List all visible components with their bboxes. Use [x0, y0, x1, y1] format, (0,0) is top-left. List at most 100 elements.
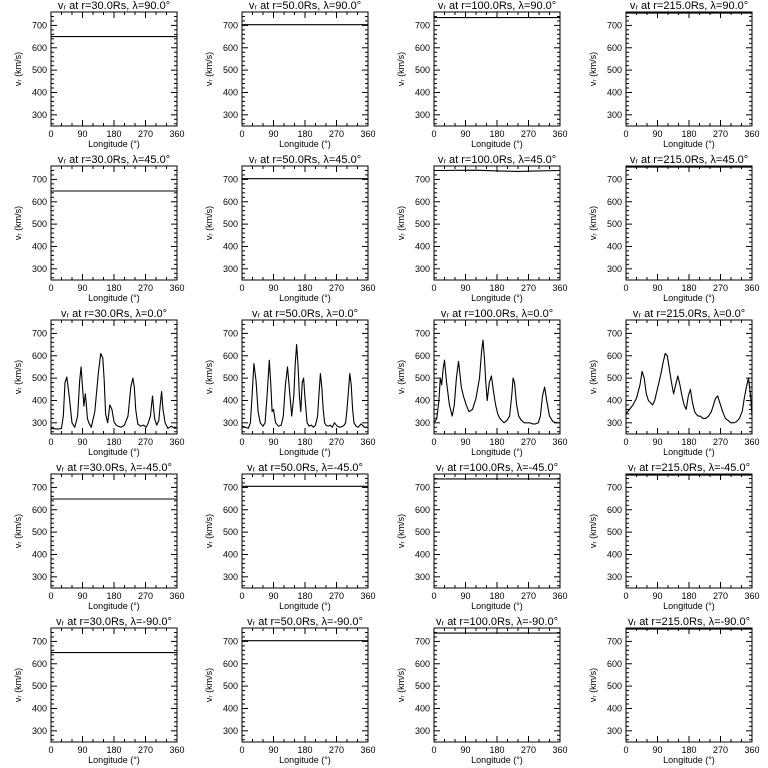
- chart-title: vᵣ at r=100.0Rs, λ=0.0°: [441, 308, 553, 320]
- x-tick-label: 270: [713, 129, 728, 139]
- y-tick-label: 400: [223, 395, 238, 405]
- x-tick-label: 360: [169, 129, 184, 139]
- y-tick-label: 600: [607, 43, 622, 53]
- y-tick-label: 700: [607, 482, 622, 492]
- x-tick-label: 0: [431, 437, 436, 447]
- y-tick-label: 300: [415, 726, 430, 736]
- y-tick-label: 600: [607, 659, 622, 669]
- x-axis-label: Longitude (°): [663, 447, 715, 457]
- x-tick-label: 270: [713, 591, 728, 601]
- x-tick-label: 270: [521, 591, 536, 601]
- plot-frame: [434, 320, 560, 434]
- x-tick-label: 180: [297, 437, 312, 447]
- chart-title: vᵣ at r=215.0Rs, λ=-90.0°: [628, 616, 750, 628]
- x-axis-label: Longitude (°): [279, 601, 331, 611]
- y-tick-label: 500: [32, 681, 47, 691]
- chart-panel-5: vᵣ at r=30.0Rs, λ=45.0° 0 90 180 270 360 300 40…: [13, 154, 185, 303]
- x-tick-label: 90: [652, 745, 662, 755]
- y-axis-label: vᵣ (km/s): [588, 360, 598, 394]
- y-tick-label: 400: [415, 241, 430, 251]
- x-tick-label: 180: [681, 437, 696, 447]
- y-tick-label: 300: [607, 110, 622, 120]
- y-tick-label: 500: [32, 527, 47, 537]
- x-tick-label: 360: [744, 745, 759, 755]
- x-tick-label: 270: [713, 745, 728, 755]
- x-tick-label: 360: [360, 283, 375, 293]
- y-tick-label: 300: [223, 264, 238, 274]
- x-tick-label: 270: [713, 437, 728, 447]
- series-line: [51, 354, 177, 430]
- x-tick-label: 360: [552, 591, 567, 601]
- x-tick-label: 90: [268, 283, 278, 293]
- x-tick-label: 180: [489, 591, 504, 601]
- y-tick-label: 300: [32, 418, 47, 428]
- y-tick-label: 300: [607, 418, 622, 428]
- x-tick-label: 270: [329, 591, 344, 601]
- plot-frame: [626, 320, 752, 434]
- y-tick-label: 400: [32, 395, 47, 405]
- y-tick-label: 300: [415, 572, 430, 582]
- plot-frame: [51, 320, 177, 434]
- y-tick-label: 400: [607, 549, 622, 559]
- series-line: [626, 354, 752, 423]
- y-tick-label: 600: [32, 505, 47, 515]
- x-tick-label: 270: [329, 437, 344, 447]
- y-tick-label: 300: [32, 264, 47, 274]
- chart-panel-12: vᵣ at r=215.0Rs, λ=0.0° 0 90 180 270 360 300 40…: [588, 308, 760, 457]
- y-tick-label: 600: [32, 659, 47, 669]
- y-tick-label: 500: [415, 65, 430, 75]
- plot-frame: [434, 12, 560, 126]
- y-tick-label: 700: [32, 328, 47, 338]
- chart-title: vᵣ at r=50.0Rs, λ=-90.0°: [247, 616, 363, 628]
- y-tick-label: 400: [223, 549, 238, 559]
- y-tick-label: 400: [607, 703, 622, 713]
- y-axis-label: vᵣ (km/s): [13, 668, 23, 702]
- x-tick-label: 90: [460, 283, 470, 293]
- y-tick-label: 600: [607, 351, 622, 361]
- x-tick-label: 90: [460, 437, 470, 447]
- y-tick-label: 400: [607, 87, 622, 97]
- chart-title: vᵣ at r=30.0Rs, λ=45.0°: [58, 154, 170, 166]
- x-tick-label: 90: [652, 283, 662, 293]
- chart-title: vᵣ at r=50.0Rs, λ=90.0°: [249, 0, 361, 12]
- x-tick-label: 180: [106, 129, 121, 139]
- plot-frame: [51, 474, 177, 588]
- y-axis-label: vᵣ (km/s): [13, 360, 23, 394]
- y-tick-label: 400: [32, 87, 47, 97]
- x-tick-label: 270: [521, 437, 536, 447]
- x-tick-label: 270: [138, 745, 153, 755]
- plot-frame: [242, 474, 368, 588]
- y-axis-label: vᵣ (km/s): [588, 514, 598, 548]
- x-tick-label: 270: [138, 437, 153, 447]
- chart-panel-9: vᵣ at r=30.0Rs, λ=0.0° 0 90 180 270 360 300 400…: [13, 308, 185, 457]
- y-axis-label: vᵣ (km/s): [588, 206, 598, 240]
- x-tick-label: 90: [652, 129, 662, 139]
- chart-title: vᵣ at r=215.0Rs, λ=0.0°: [633, 308, 745, 320]
- y-tick-label: 500: [607, 219, 622, 229]
- x-tick-label: 0: [431, 283, 436, 293]
- x-tick-label: 0: [623, 437, 628, 447]
- plot-frame: [626, 166, 752, 280]
- y-axis-label: vᵣ (km/s): [204, 668, 214, 702]
- x-tick-label: 0: [239, 437, 244, 447]
- y-tick-label: 300: [32, 572, 47, 582]
- y-tick-label: 400: [415, 87, 430, 97]
- y-tick-label: 500: [607, 527, 622, 537]
- y-axis-label: vᵣ (km/s): [396, 668, 406, 702]
- y-tick-label: 300: [607, 264, 622, 274]
- y-tick-label: 400: [607, 241, 622, 251]
- x-tick-label: 90: [652, 437, 662, 447]
- y-tick-label: 700: [415, 482, 430, 492]
- y-axis-label: vᵣ (km/s): [204, 52, 214, 86]
- y-tick-label: 700: [223, 174, 238, 184]
- y-tick-label: 600: [607, 197, 622, 207]
- x-tick-label: 360: [360, 437, 375, 447]
- x-tick-label: 0: [239, 591, 244, 601]
- y-tick-label: 400: [415, 549, 430, 559]
- y-tick-label: 500: [415, 373, 430, 383]
- x-tick-label: 0: [431, 745, 436, 755]
- y-axis-label: vᵣ (km/s): [396, 514, 406, 548]
- x-tick-label: 360: [744, 437, 759, 447]
- x-tick-label: 180: [297, 283, 312, 293]
- y-tick-label: 500: [607, 681, 622, 691]
